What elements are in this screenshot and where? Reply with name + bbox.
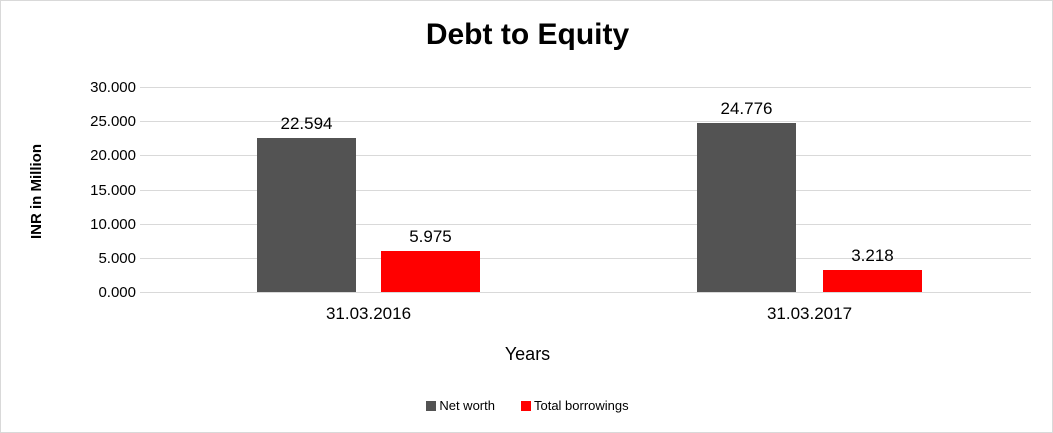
plot-area: 22.594 5.975 24.776 3.218: [140, 87, 1031, 293]
y-axis-tick-mark: [140, 121, 146, 123]
chart-legend: Net worth Total borrowings: [1, 398, 1052, 413]
gridline: [146, 121, 1031, 123]
legend-swatch-icon: [520, 400, 531, 411]
x-axis-label-31.03.2017: 31.03.2017: [766, 304, 853, 323]
bar-value-label: 24.776: [720, 98, 773, 118]
gridline: [146, 223, 1031, 225]
y-axis-tick-label: 0.000: [98, 284, 136, 301]
y-axis-tick-mark: [140, 257, 146, 259]
y-axis-tick-label: 25.000: [90, 113, 136, 131]
legend-swatch-icon: [426, 400, 437, 411]
y-axis-tick-label: 30.000: [90, 79, 136, 96]
y-axis-title-text: INR in Million: [27, 143, 45, 239]
bar-networth-31.03.2017[interactable]: [697, 122, 796, 292]
gridline: [146, 257, 1031, 259]
gridline: [146, 189, 1031, 191]
bar-networth-31.03.2016[interactable]: [257, 137, 356, 292]
y-axis-tick-mark: [140, 292, 146, 293]
y-axis-tick-label: 10.000: [90, 215, 136, 233]
legend-label: Total borrowings: [533, 398, 629, 413]
gridline: [146, 155, 1031, 157]
y-axis-tick-mark: [140, 87, 146, 88]
gridline: [146, 292, 1031, 293]
y-axis-tick-label: 20.000: [90, 147, 136, 165]
bar-value-label: 5.975: [409, 227, 452, 247]
x-axis-label-31.03.2016: 31.03.2016: [325, 304, 412, 323]
x-axis-title: Years: [504, 344, 551, 364]
legend-label: Net worth: [439, 398, 495, 413]
legend-item-borrowings[interactable]: Total borrowings: [520, 398, 629, 413]
y-axis-tick-mark: [140, 155, 146, 157]
bar-borrowings-31.03.2017[interactable]: [823, 270, 922, 292]
y-axis-tick-mark: [140, 189, 146, 191]
bar-value-label: 22.594: [280, 113, 333, 133]
legend-item-networth[interactable]: Net worth: [426, 399, 495, 412]
y-axis-title: INR in Million: [19, 111, 53, 271]
chart-title: Debt to Equity: [425, 18, 630, 51]
gridline: [146, 87, 1031, 88]
y-axis-tick-label: 5.000: [98, 249, 136, 267]
y-axis-tick-label: 15.000: [90, 181, 136, 199]
bar-value-label: 3.218: [851, 246, 894, 265]
y-axis-tick-mark: [140, 223, 146, 225]
bar-borrowings-31.03.2016[interactable]: [381, 251, 480, 292]
